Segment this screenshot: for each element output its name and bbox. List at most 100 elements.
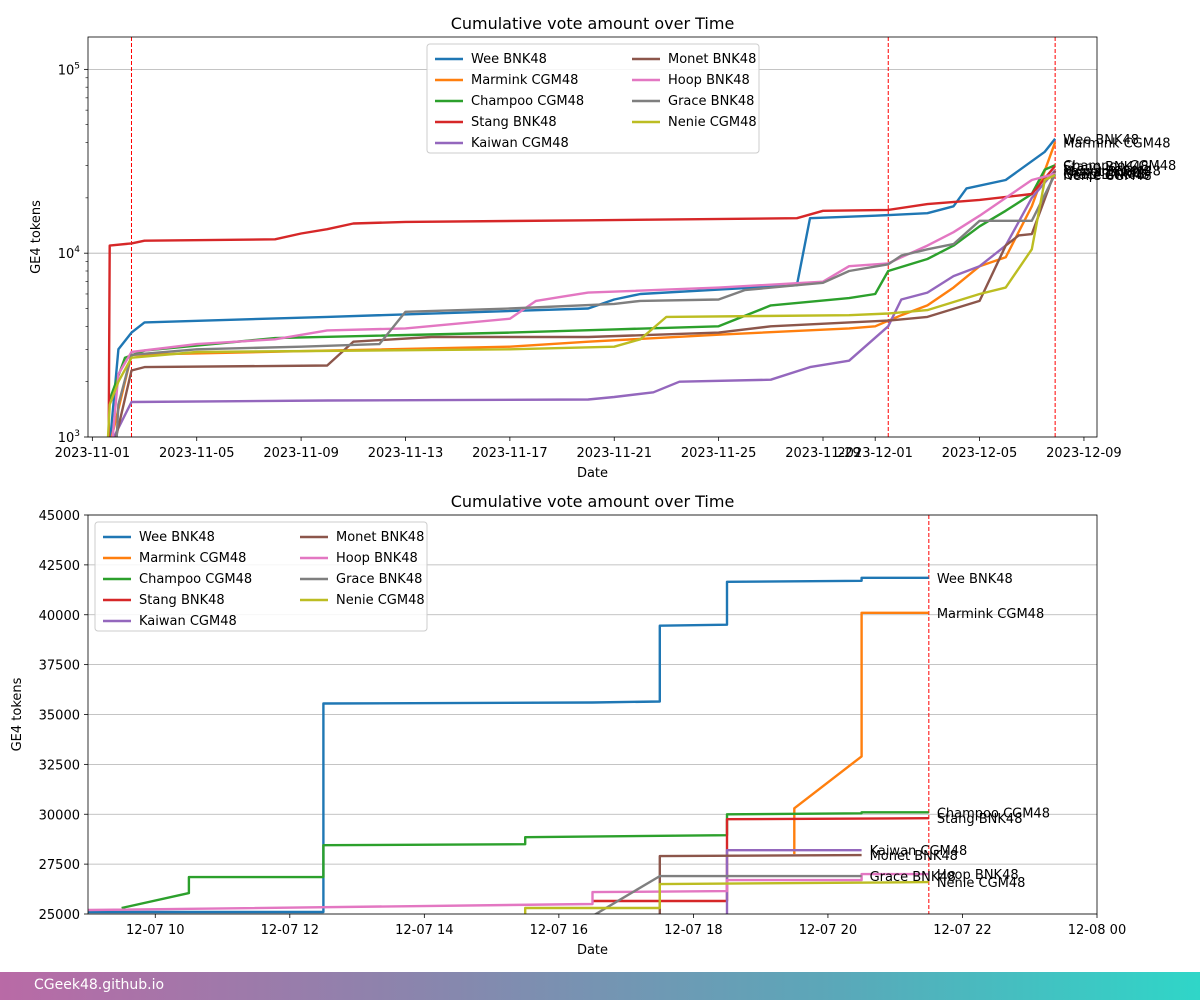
end-label-monet-bnk48: Monet BNK48 [1063, 165, 1151, 180]
series-line-nenie-cgm48 [524, 880, 929, 914]
x-tick-label: 12-07 10 [126, 923, 184, 938]
x-tick-label: 2023-12-09 [1046, 446, 1122, 461]
footer-text: CGeek48.github.io [34, 977, 165, 993]
legend-label-grace-bnk48: Grace BNK48 [336, 572, 422, 587]
end-label-kaiwan-cgm48: Kaiwan CGM48 [870, 844, 968, 859]
x-tick-label: 2023-11-05 [159, 446, 235, 461]
legend-label-hoop-bnk48: Hoop BNK48 [336, 551, 418, 566]
plot-frame [87, 514, 1098, 915]
legend-label-stang-bnk48: Stang BNK48 [471, 115, 557, 130]
end-label-monet-bnk48: Monet BNK48 [870, 849, 958, 864]
legend-label-monet-bnk48: Monet BNK48 [336, 530, 424, 545]
chart-title: Cumulative vote amount over Time [451, 492, 735, 511]
series-line-monet-bnk48 [114, 170, 1057, 437]
legend-box [426, 43, 760, 154]
series-line-hoop-bnk48 [88, 872, 929, 912]
x-tick-label: 12-07 22 [933, 923, 991, 938]
end-label-hoop-bnk48: Hoop BNK48 [1063, 168, 1145, 183]
end-label-champoo-cgm48: Champoo CGM48 [1063, 159, 1176, 174]
x-axis-label: Date [577, 466, 608, 481]
chart-panel-1: Cumulative vote amount over Time 103 104 10… [29, 14, 1176, 481]
y-tick-label: 42500 [39, 559, 80, 574]
series-line-wee-bnk48 [88, 576, 929, 914]
chart-panel-2: Cumulative vote amount over Time 25000 275… [10, 492, 1126, 958]
series-line-champoo-cgm48 [121, 811, 929, 910]
y-tick-label: 103 [58, 429, 80, 446]
x-tick-label: 2023-11-25 [681, 446, 757, 461]
y-tick-label: 30000 [39, 808, 80, 823]
x-tick-label: 2023-12-01 [837, 446, 913, 461]
x-axis-label: Date [577, 943, 608, 958]
legend-label-stang-bnk48: Stang BNK48 [139, 593, 225, 608]
series-line-grace-bnk48 [115, 173, 1057, 437]
series-line-grace-bnk48 [593, 874, 862, 914]
end-label-grace-bnk48: Grace BNK48 [1063, 168, 1149, 183]
chart-title: Cumulative vote amount over Time [451, 14, 735, 33]
x-tick-label: 12-07 14 [395, 923, 453, 938]
legend-label-champoo-cgm48: Champoo CGM48 [471, 94, 584, 109]
plot-frame [87, 36, 1098, 438]
x-tick-label: 12-07 16 [530, 923, 588, 938]
x-tick-label: 2023-12-05 [942, 446, 1018, 461]
footer-bar: CGeek48.github.io [0, 972, 1200, 1000]
y-tick-label: 25000 [39, 908, 80, 923]
end-label-champoo-cgm48: Champoo CGM48 [937, 806, 1050, 821]
series-line-kaiwan-cgm48 [112, 169, 1057, 437]
legend-label-hoop-bnk48: Hoop BNK48 [668, 73, 750, 88]
y-tick-label: 37500 [39, 659, 80, 674]
legend-label-nenie-cgm48: Nenie CGM48 [336, 593, 425, 608]
y-tick-label: 27500 [39, 858, 80, 873]
y-tick-label: 105 [58, 61, 80, 78]
x-tick-label: 2023-11-01 [55, 446, 131, 461]
end-label-stang-bnk48: Stang BNK48 [937, 812, 1023, 827]
y-tick-label: 32500 [39, 758, 80, 773]
series-line-champoo-cgm48 [108, 164, 1056, 400]
series-line-nenie-cgm48 [106, 174, 1056, 437]
legend-box [94, 521, 428, 632]
x-tick-label: 2023-11-09 [263, 446, 339, 461]
series-line-marmink-cgm48 [793, 611, 929, 855]
legend-label-champoo-cgm48: Champoo CGM48 [139, 572, 252, 587]
legend: Wee BNK48 Marmink CGM48 Champoo CGM48 Stang… [426, 43, 760, 154]
x-tick-label: 12-07 20 [799, 923, 857, 938]
x-tick-label: 2023-11-13 [368, 446, 444, 461]
legend-label-wee-bnk48: Wee BNK48 [139, 530, 215, 545]
x-tick-label: 12-07 12 [261, 923, 319, 938]
y-tick-label: 35000 [39, 709, 80, 724]
series-line-kaiwan-cgm48 [725, 849, 862, 914]
legend-label-monet-bnk48: Monet BNK48 [668, 52, 756, 67]
end-label-kaiwan-cgm48: Kaiwan CGM48 [1063, 164, 1161, 179]
legend-label-wee-bnk48: Wee BNK48 [471, 52, 547, 67]
end-label-hoop-bnk48: Hoop BNK48 [937, 868, 1019, 883]
legend-label-kaiwan-cgm48: Kaiwan CGM48 [139, 614, 237, 629]
end-label-wee-bnk48: Wee BNK48 [937, 572, 1013, 587]
y-tick-label: 40000 [39, 609, 80, 624]
chart-canvas: Cumulative vote amount over Time 103 104 10… [10, 14, 1176, 958]
legend-label-kaiwan-cgm48: Kaiwan CGM48 [471, 136, 569, 151]
series-line-stang-bnk48 [107, 165, 1057, 437]
x-tick-label: 12-07 18 [664, 923, 722, 938]
x-tick-label: 2023-11-17 [472, 446, 548, 461]
end-label-marmink-cgm48: Marmink CGM48 [937, 607, 1044, 622]
end-label-nenie-cgm48: Nenie CGM48 [1063, 169, 1152, 184]
end-label-nenie-cgm48: Nenie CGM48 [937, 876, 1026, 891]
series-line-hoop-bnk48 [111, 172, 1056, 437]
series-layer [88, 576, 929, 914]
end-label-marmink-cgm48: Marmink CGM48 [1063, 136, 1170, 151]
legend: Wee BNK48 Marmink CGM48 Champoo CGM48 Stang… [94, 521, 428, 632]
y-tick-label: 104 [58, 245, 81, 262]
legend-label-nenie-cgm48: Nenie CGM48 [668, 115, 757, 130]
x-tick-label: 12-08 00 [1068, 923, 1126, 938]
legend-label-marmink-cgm48: Marmink CGM48 [139, 551, 246, 566]
end-label-grace-bnk48: Grace BNK48 [870, 870, 956, 885]
x-tick-label: 2023-11-29 [785, 446, 861, 461]
legend-label-marmink-cgm48: Marmink CGM48 [471, 73, 578, 88]
y-tick-label: 45000 [39, 509, 80, 524]
y-axis-label: GE4 tokens [10, 677, 25, 751]
x-tick-label: 2023-11-21 [576, 446, 652, 461]
y-axis-label: GE4 tokens [29, 200, 44, 274]
series-layer [106, 138, 1057, 437]
end-label-wee-bnk48: Wee BNK48 [1063, 133, 1139, 148]
end-label-stang-bnk48: Stang BNK48 [1063, 160, 1149, 175]
legend-label-grace-bnk48: Grace BNK48 [668, 94, 754, 109]
